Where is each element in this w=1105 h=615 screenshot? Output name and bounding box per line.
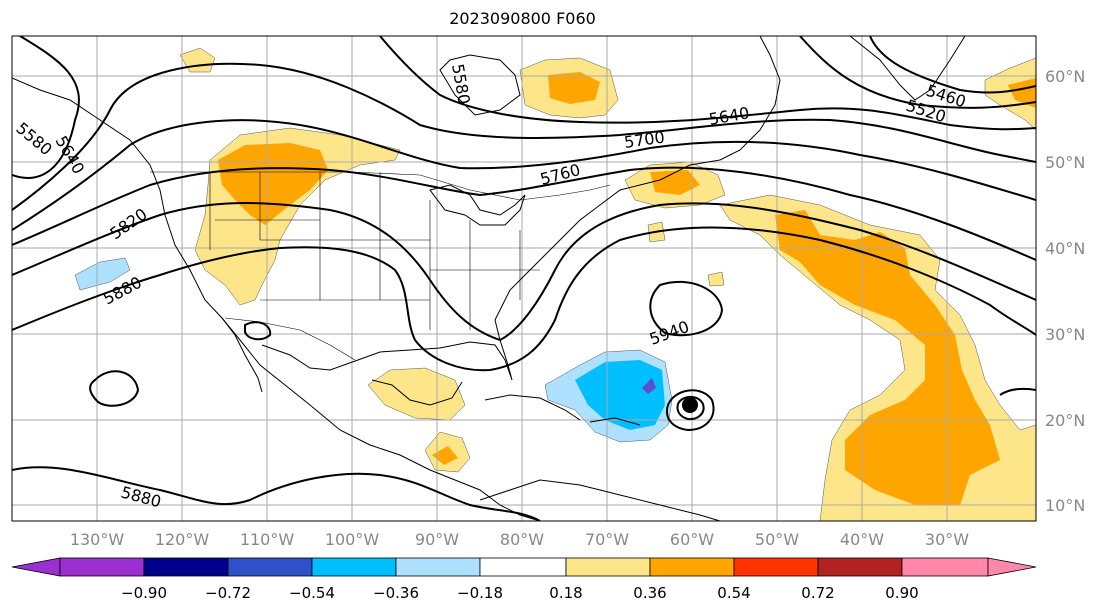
contour-5820	[12, 202, 1036, 342]
coast-baja	[221, 317, 263, 393]
contour-label: 5820	[106, 204, 150, 243]
shading-positive-quebec-core	[548, 72, 600, 104]
shading-layer	[74, 47, 1036, 521]
contour-5580-b	[379, 36, 1036, 131]
contour-5760	[12, 166, 1036, 261]
colorbar-segment	[311, 557, 397, 577]
height-contours	[12, 36, 1036, 521]
coast-hispaniola	[589, 417, 641, 426]
contour-5700	[12, 119, 1036, 231]
contour-closed-mexico	[244, 321, 272, 341]
colorbar-tick: 0.36	[633, 584, 666, 602]
contour-hurricane-inner	[676, 395, 705, 421]
shading-positive-blob-3	[707, 271, 725, 287]
lon-label: 100°W	[325, 530, 380, 549]
lat-label: 60°N	[1045, 67, 1085, 86]
colorbar-tick: −0.54	[289, 584, 335, 602]
shading-positive-greenland-core	[1008, 78, 1036, 108]
shading-negative-caribbean-peak	[642, 378, 656, 394]
colorbar-tick: −0.36	[373, 584, 419, 602]
border-us-canada	[150, 171, 611, 201]
shading-positive-west-us-core	[218, 143, 328, 225]
border-us-mexico	[224, 317, 356, 361]
colorbar-tick: 0.72	[801, 584, 834, 602]
colorbar-ticks: −0.90 −0.72 −0.54 −0.36 −0.18 0.18 0.36 …	[121, 584, 919, 602]
lon-label: 30°W	[925, 530, 969, 549]
contour-hurricane-outer	[666, 389, 715, 432]
state-lines-2	[215, 219, 540, 330]
lat-label: 50°N	[1045, 153, 1085, 172]
map-frame	[11, 35, 1037, 522]
lat-label: 40°N	[1045, 239, 1085, 258]
coast-cuba	[484, 394, 581, 421]
contour-5880-south	[12, 466, 541, 521]
colorbar-tick: 0.18	[549, 584, 582, 602]
colorbar-tick: −0.72	[205, 584, 251, 602]
contour-5580	[12, 36, 80, 179]
political-borders	[150, 171, 611, 361]
colorbar-extend-low	[11, 557, 61, 577]
contour-atlantic-east	[999, 387, 1036, 396]
coast-great-lakes	[429, 184, 526, 226]
lon-label: 70°W	[585, 530, 629, 549]
coast-pacific-north-america	[12, 77, 541, 521]
shading-positive-atlantic-core	[775, 210, 1000, 505]
longitude-labels: 130°W 120°W 110°W 100°W 90°W 80°W 70°W 6…	[70, 530, 969, 549]
colorbar-segment	[143, 557, 229, 577]
colorbar-tick: −0.18	[457, 584, 503, 602]
lat-label: 30°N	[1045, 325, 1085, 344]
colorbar-tick: 0.90	[885, 584, 918, 602]
colorbar-tick: −0.90	[121, 584, 167, 602]
coast-south-america	[479, 479, 721, 521]
shading-positive-gulf	[367, 367, 466, 421]
lon-label: 50°W	[755, 530, 799, 549]
hurricane-center	[682, 397, 698, 413]
colorbar-segment	[479, 557, 567, 577]
contour-5460	[869, 36, 1036, 94]
contour-label: 5700	[623, 127, 666, 151]
contour-label: 5640	[707, 103, 750, 129]
shading-negative-pacific	[74, 257, 131, 291]
map-title: 2023090800 F060	[449, 9, 596, 28]
lon-label: 130°W	[70, 530, 125, 549]
contour-closed-pacific	[89, 370, 140, 407]
colorbar-tick: 0.54	[717, 584, 750, 602]
colorbar-segment	[565, 557, 651, 577]
colorbar-segment	[733, 557, 819, 577]
contour-label: 5880	[119, 483, 163, 512]
lat-label: 10°N	[1045, 496, 1085, 515]
contour-5940	[649, 280, 724, 337]
colorbar-segment	[649, 557, 735, 577]
lon-label: 60°W	[670, 530, 714, 549]
coast-greenland	[849, 36, 966, 101]
contour-5640	[12, 62, 1036, 211]
colorbar-segment	[817, 557, 903, 577]
lon-label: 120°W	[155, 530, 210, 549]
lon-label: 80°W	[500, 530, 544, 549]
colorbar	[11, 557, 1037, 577]
colorbar-segment	[901, 557, 989, 577]
lon-label: 90°W	[415, 530, 459, 549]
shading-positive-maritimes-core	[650, 170, 700, 195]
contour-5880	[12, 226, 1036, 372]
coast-gulf-of-mexico	[261, 319, 513, 381]
state-lines-1	[209, 172, 431, 330]
coast-canada-east	[659, 36, 781, 181]
contour-5520	[799, 36, 1036, 109]
shading-negative-caribbean-core	[575, 360, 665, 430]
colorbar-segment	[227, 557, 313, 577]
latitude-labels: 60°N 50°N 40°N 30°N 20°N 10°N	[1045, 67, 1085, 515]
colorbar-extend-high	[987, 557, 1037, 577]
colorbar-segment	[59, 557, 145, 577]
colorbar-segment	[395, 557, 481, 577]
lat-label: 20°N	[1045, 411, 1085, 430]
coast-yucatan	[371, 379, 463, 406]
contour-label: 5640	[52, 133, 89, 178]
contour-label: 5580	[12, 119, 55, 160]
shading-positive-central-america-core	[432, 446, 458, 465]
lon-label: 40°W	[840, 530, 884, 549]
lon-label: 110°W	[240, 530, 295, 549]
